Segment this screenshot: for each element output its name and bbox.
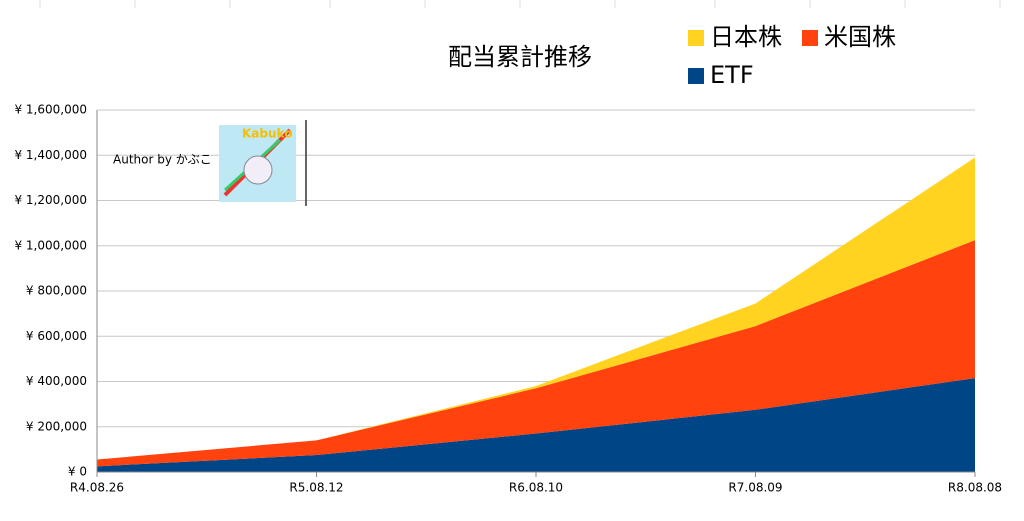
legend-label: ETF: [710, 61, 754, 89]
author-note: Author by かぶこ: [113, 153, 212, 167]
y-tick-label: ¥ 1,000,000: [14, 238, 87, 252]
y-tick-label: ¥ 1,400,000: [14, 148, 87, 162]
sheet-columns: [39, 0, 1001, 8]
chart-title: 配当累計推移: [448, 43, 592, 71]
y-tick-label: ¥ 1,200,000: [14, 193, 87, 207]
legend-label: 米国株: [824, 23, 896, 51]
y-tick-label: ¥ 0: [68, 465, 87, 479]
legend-label: 日本株: [710, 23, 782, 51]
x-tick-label: R5.08.12: [289, 481, 343, 495]
area: [97, 378, 975, 472]
y-tick-label: ¥ 600,000: [26, 329, 87, 343]
legend-swatch: [688, 30, 704, 46]
author-box: Author by かぶこ Kabuko: [113, 120, 307, 206]
y-tick-label: ¥ 400,000: [26, 374, 87, 388]
legend-swatch: [688, 68, 704, 84]
area: [97, 240, 975, 467]
x-tick-label: R6.08.10: [509, 481, 563, 495]
area: [97, 157, 975, 460]
legend-swatch: [802, 30, 818, 46]
y-tick-label: ¥ 1,600,000: [14, 103, 87, 117]
x-tick-label: R4.08.26: [70, 481, 124, 495]
x-tick-label: R8.08.08: [948, 481, 1002, 495]
y-tick-label: ¥ 800,000: [26, 284, 87, 298]
y-tick-label: ¥ 200,000: [26, 419, 87, 433]
image-label: Kabuko: [242, 127, 292, 141]
x-tick-label: R7.08.09: [728, 481, 782, 495]
